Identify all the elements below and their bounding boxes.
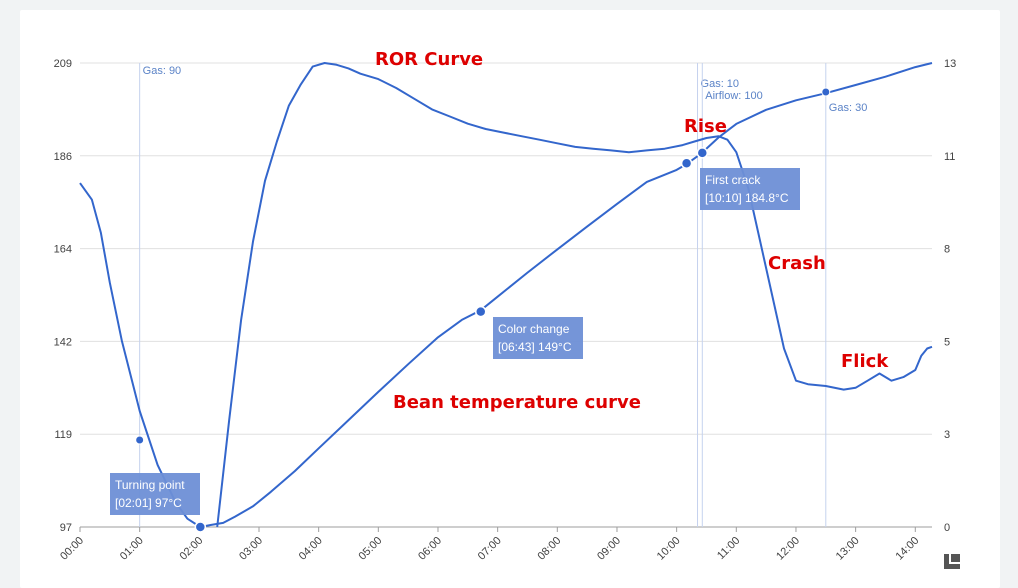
- callout-detail: [10:10] 184.8°C: [705, 191, 789, 205]
- x-axis: 00:00 01:00 02:00 03:00 04:00 05:00 06:00 07:00…: [58, 527, 921, 563]
- overlay-label: ROR Curve: [375, 49, 483, 70]
- y-right-tick-label: 0: [944, 522, 950, 534]
- x-tick-label: 03:00: [237, 535, 265, 563]
- y-right-tick-label: 13: [944, 58, 956, 70]
- x-tick-label: 14:00: [893, 535, 921, 563]
- y-left-tick-label: 186: [54, 151, 72, 163]
- y-left-tick-label: 164: [54, 244, 72, 256]
- brand-logo-icon: [944, 554, 960, 569]
- callout-turning-point: Turning point [02:01] 97°C: [110, 473, 200, 515]
- callout-box: [700, 168, 800, 210]
- x-tick-label: 13:00: [834, 535, 862, 563]
- x-tick-label: 08:00: [535, 535, 563, 563]
- marker-color-change: [474, 305, 487, 318]
- overlay-label: Crash: [768, 253, 826, 274]
- chart-card: Gas: 90 Gas: 10 Airflow: 100 Gas: 30 209 186…: [20, 10, 1000, 588]
- marker-gas-30-point: [821, 87, 831, 97]
- marker-turning-point: [194, 521, 207, 533]
- marker-gas-90-point: [135, 435, 145, 445]
- callout-title: First crack: [705, 173, 761, 187]
- x-tick-label: 02:00: [177, 535, 205, 563]
- y-left-tick-label: 209: [54, 58, 72, 70]
- x-tick-label: 10:00: [655, 535, 683, 563]
- y-right-tick-label: 8: [944, 244, 950, 256]
- marker-first-crack: [680, 157, 693, 170]
- overlay-label: Bean temperature curve: [393, 392, 641, 413]
- event-label-gas-10: Gas: 10: [701, 78, 740, 90]
- left-y-axis: 209 186 164 142 119 97: [54, 58, 72, 534]
- event-markers: [135, 87, 831, 533]
- callout-title: Color change: [498, 322, 570, 336]
- x-tick-label: 09:00: [595, 535, 623, 563]
- x-tick-label: 04:00: [297, 535, 325, 563]
- callout-box: [493, 317, 583, 359]
- event-label-airflow-100: Airflow: 100: [705, 90, 762, 102]
- event-label-gas-90: Gas: 90: [143, 65, 182, 77]
- y-right-tick-label: 3: [944, 429, 950, 441]
- callouts: Turning point [02:01] 97°C Color change [06…: [110, 168, 800, 515]
- callout-first-crack: First crack [10:10] 184.8°C: [700, 168, 800, 210]
- x-tick-label: 06:00: [416, 535, 444, 563]
- marker-first-crack-2: [696, 147, 709, 159]
- y-left-tick-label: 119: [54, 429, 72, 441]
- series-lines: [79, 62, 933, 528]
- callout-color-change: Color change [06:43] 149°C: [493, 317, 583, 359]
- callout-detail: [06:43] 149°C: [498, 340, 572, 354]
- callout-title: Turning point: [115, 478, 185, 492]
- event-label-gas-30: Gas: 30: [829, 102, 868, 114]
- x-tick-label: 12:00: [774, 535, 802, 563]
- x-tick-label: 11:00: [715, 535, 742, 562]
- callout-box: [110, 473, 200, 515]
- gridlines: [80, 62, 932, 528]
- series-line-ror: [216, 62, 933, 528]
- x-tick-label: 05:00: [356, 535, 384, 563]
- right-y-axis: 13 11 8 5 3 0: [944, 58, 956, 534]
- y-left-tick-label: 97: [60, 522, 72, 534]
- overlay-label: Rise: [684, 116, 727, 137]
- x-tick-label: 01:00: [118, 535, 146, 563]
- x-tick-label: 00:00: [58, 535, 86, 563]
- y-right-tick-label: 5: [944, 336, 950, 348]
- callout-detail: [02:01] 97°C: [115, 496, 182, 510]
- overlay-label: Flick: [841, 351, 889, 372]
- overlay-labels: ROR Curve Rise Crash Flick Bean temperature …: [375, 49, 889, 413]
- x-tick-label: 07:00: [476, 535, 504, 563]
- y-right-tick-label: 11: [944, 151, 955, 163]
- y-left-tick-label: 142: [54, 336, 72, 348]
